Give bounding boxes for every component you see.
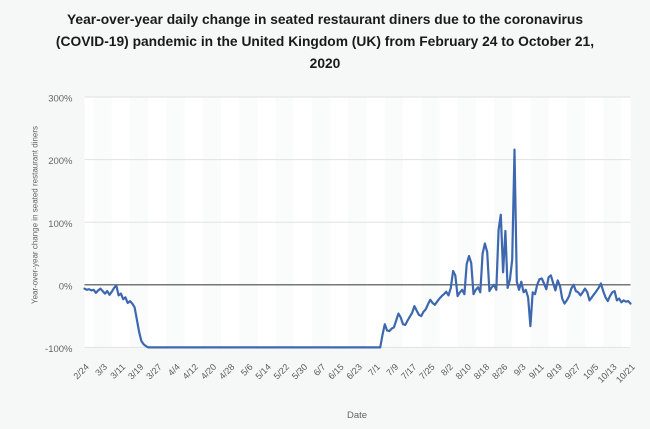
svg-text:10/13: 10/13 — [596, 362, 619, 385]
svg-text:4/4: 4/4 — [166, 362, 182, 378]
svg-text:7/17: 7/17 — [399, 362, 418, 381]
svg-text:5/6: 5/6 — [239, 362, 255, 378]
svg-text:7/25: 7/25 — [417, 362, 436, 381]
svg-text:8/10: 8/10 — [454, 362, 473, 381]
svg-text:200%: 200% — [48, 156, 73, 167]
svg-text:6/23: 6/23 — [344, 362, 363, 381]
svg-text:7/1: 7/1 — [366, 362, 382, 378]
svg-text:5/22: 5/22 — [272, 362, 291, 381]
svg-text:2/24: 2/24 — [71, 362, 90, 381]
svg-text:-100%: -100% — [45, 344, 73, 355]
svg-text:100%: 100% — [48, 219, 73, 230]
svg-text:6/15: 6/15 — [326, 362, 345, 381]
svg-text:3/27: 3/27 — [144, 362, 163, 381]
svg-text:4/12: 4/12 — [181, 362, 200, 381]
svg-text:4/20: 4/20 — [199, 362, 218, 381]
svg-text:7/9: 7/9 — [384, 362, 400, 378]
svg-text:8/2: 8/2 — [439, 362, 455, 378]
svg-text:8/26: 8/26 — [490, 362, 509, 381]
svg-text:9/19: 9/19 — [545, 362, 564, 381]
svg-text:8/18: 8/18 — [472, 362, 491, 381]
svg-text:3/3: 3/3 — [93, 362, 109, 378]
svg-text:300%: 300% — [48, 94, 73, 105]
svg-text:9/11: 9/11 — [527, 362, 546, 381]
svg-text:10/21: 10/21 — [614, 362, 637, 385]
svg-text:5/14: 5/14 — [253, 362, 272, 381]
svg-text:6/7: 6/7 — [312, 362, 328, 378]
svg-text:5/30: 5/30 — [290, 362, 309, 381]
svg-text:9/3: 9/3 — [512, 362, 528, 378]
svg-text:Year-over-year change in seate: Year-over-year change in seated restaura… — [31, 126, 40, 304]
svg-text:3/11: 3/11 — [108, 362, 127, 381]
svg-text:0%: 0% — [59, 281, 73, 292]
svg-text:3/19: 3/19 — [126, 362, 145, 381]
svg-text:4/28: 4/28 — [217, 362, 236, 381]
svg-text:Date: Date — [347, 410, 367, 421]
svg-text:9/27: 9/27 — [563, 362, 582, 381]
